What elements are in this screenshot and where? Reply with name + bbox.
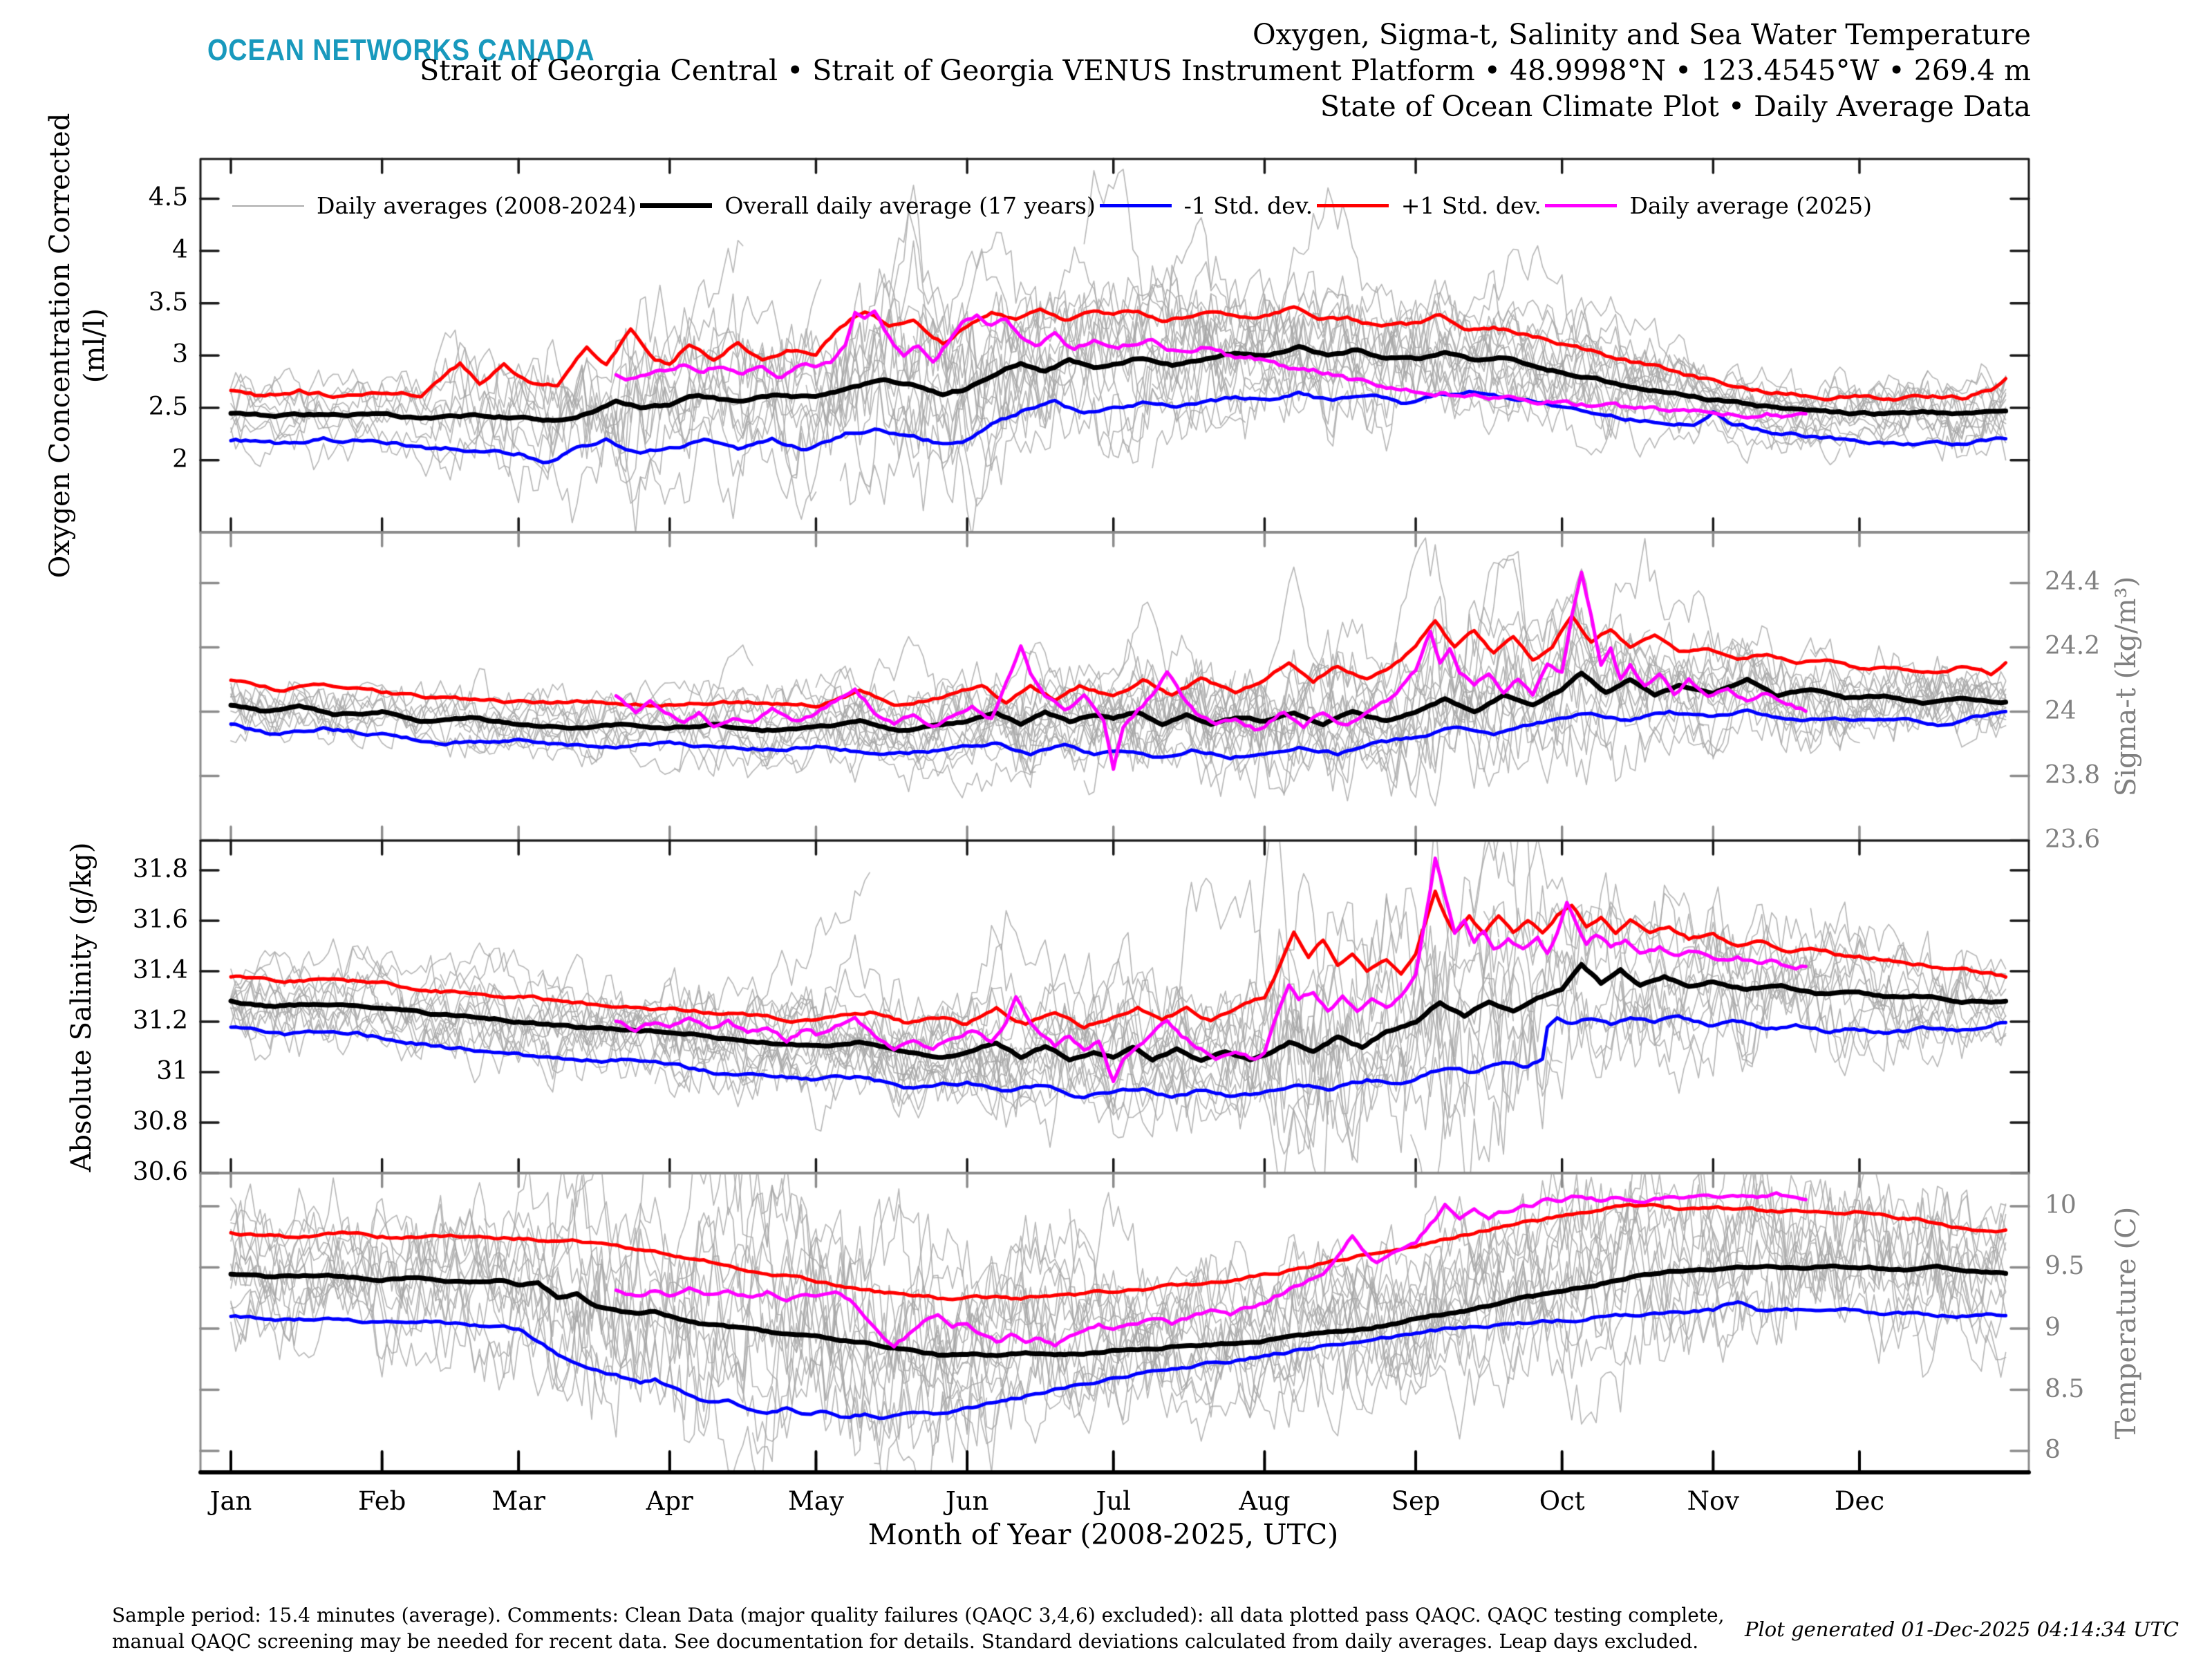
x-tick-label-month: May	[788, 1486, 844, 1516]
plot-title-line1: Oxygen, Sigma-t, Salinity and Sea Water …	[1253, 18, 2031, 51]
x-tick-label-month: Oct	[1539, 1486, 1585, 1516]
x-axis-title: Month of Year (2008-2025, UTC)	[868, 1518, 1339, 1551]
x-tick-label-month: Apr	[646, 1486, 693, 1516]
y-tick-label-sigma-t: 23.8	[2045, 760, 2101, 789]
y-tick-label-salinity: 31.8	[132, 855, 188, 884]
y-tick-label-oxygen: 3	[172, 340, 188, 369]
footer-comments-line2: manual QAQC screening may be needed for …	[112, 1630, 1699, 1653]
legend-item-ensemble: Daily averages (2008-2024)	[232, 192, 637, 219]
plot-title-line3: State of Ocean Climate Plot • Daily Aver…	[1320, 90, 2031, 123]
x-tick-label-month: Mar	[491, 1486, 545, 1516]
y-axis-title-oxygen: Oxygen Concentration Corrected (ml/l)	[43, 113, 112, 579]
legend-line-sample-mean	[640, 203, 713, 208]
x-tick-label-month: Jul	[1096, 1486, 1131, 1516]
legend-label-mean: Overall daily average (17 years)	[724, 192, 1096, 219]
legend-line-sample-std_plus	[1316, 204, 1389, 207]
plot-title-line2: Strait of Georgia Central • Strait of Ge…	[420, 54, 2031, 87]
y-axis-title-line: Absolute Salinity (g/kg)	[66, 841, 97, 1172]
legend-line-sample-ensemble	[232, 205, 304, 207]
plot-generated-timestamp: Plot generated 01-Dec-2025 04:14:34 UTC	[1744, 1618, 2179, 1641]
y-tick-label-oxygen: 4.5	[148, 183, 188, 212]
legend-line-sample-std_minus	[1099, 204, 1172, 207]
y-axis-title-line: (ml/l)	[79, 308, 111, 384]
y-axis-title-salinity: Absolute Salinity (g/kg)	[64, 842, 99, 1172]
y-tick-label-sigma-t: 24.2	[2045, 632, 2101, 661]
legend-item-mean: Overall daily average (17 years)	[640, 192, 1096, 219]
legend-line-sample-daily2025	[1545, 204, 1618, 207]
y-axis-title-temperature: Temperature (C)	[2109, 1206, 2144, 1439]
y-tick-label-oxygen: 2.5	[148, 393, 188, 421]
footer-comments-line1: Sample period: 15.4 minutes (average). C…	[112, 1604, 1725, 1627]
legend-label-ensemble: Daily averages (2008-2024)	[317, 192, 637, 219]
x-tick-label-month: Dec	[1834, 1486, 1885, 1516]
y-axis-title-line: Temperature (C)	[2110, 1206, 2142, 1439]
legend-label-std_plus: +1 Std. dev.	[1400, 192, 1541, 219]
ocean-networks-canada-logo: OCEAN NETWORKS CANADA	[207, 33, 595, 67]
y-tick-label-sigma-t: 24	[2045, 696, 2077, 725]
x-tick-label-month: Jan	[209, 1486, 252, 1516]
y-tick-label-temperature: 8.5	[2045, 1374, 2085, 1403]
y-tick-label-salinity: 31.2	[132, 1006, 188, 1035]
legend-label-daily2025: Daily average (2025)	[1629, 192, 1872, 219]
y-tick-label-temperature: 8	[2045, 1436, 2061, 1465]
y-tick-label-sigma-t: 24.4	[2045, 568, 2101, 597]
y-tick-label-salinity: 31.4	[132, 956, 188, 985]
x-tick-label-month: Aug	[1239, 1486, 1291, 1516]
y-tick-label-salinity: 30.6	[132, 1158, 188, 1186]
y-tick-label-temperature: 9	[2045, 1313, 2061, 1342]
y-tick-label-temperature: 9.5	[2045, 1252, 2085, 1281]
y-tick-label-salinity: 31	[156, 1057, 188, 1086]
y-tick-label-sigma-t: 23.6	[2045, 825, 2101, 854]
y-axis-title-sigma-t: Sigma-t (kg/m³)	[2109, 577, 2144, 796]
y-tick-label-oxygen: 4	[172, 236, 188, 265]
y-tick-label-salinity: 30.8	[132, 1107, 188, 1136]
legend-item-daily2025: Daily average (2025)	[1545, 192, 1872, 219]
y-tick-label-temperature: 10	[2045, 1190, 2077, 1219]
legend-item-std_plus: +1 Std. dev.	[1316, 192, 1541, 219]
y-tick-label-oxygen: 3.5	[148, 288, 188, 317]
y-axis-title-line: Sigma-t (kg/m³)	[2110, 576, 2142, 797]
x-tick-label-month: Sep	[1391, 1486, 1441, 1516]
x-tick-label-month: Jun	[945, 1486, 989, 1516]
legend-item-std_minus: -1 Std. dev.	[1099, 192, 1313, 219]
x-tick-label-month: Nov	[1687, 1486, 1740, 1516]
legend-label-std_minus: -1 Std. dev.	[1183, 192, 1313, 219]
y-axis-title-line: Oxygen Concentration Corrected	[44, 113, 76, 579]
legend: Daily averages (2008-2024) Overall daily …	[232, 192, 1872, 219]
x-tick-label-month: Feb	[358, 1486, 406, 1516]
y-tick-label-salinity: 31.6	[132, 906, 188, 935]
y-tick-label-oxygen: 2	[172, 444, 188, 474]
